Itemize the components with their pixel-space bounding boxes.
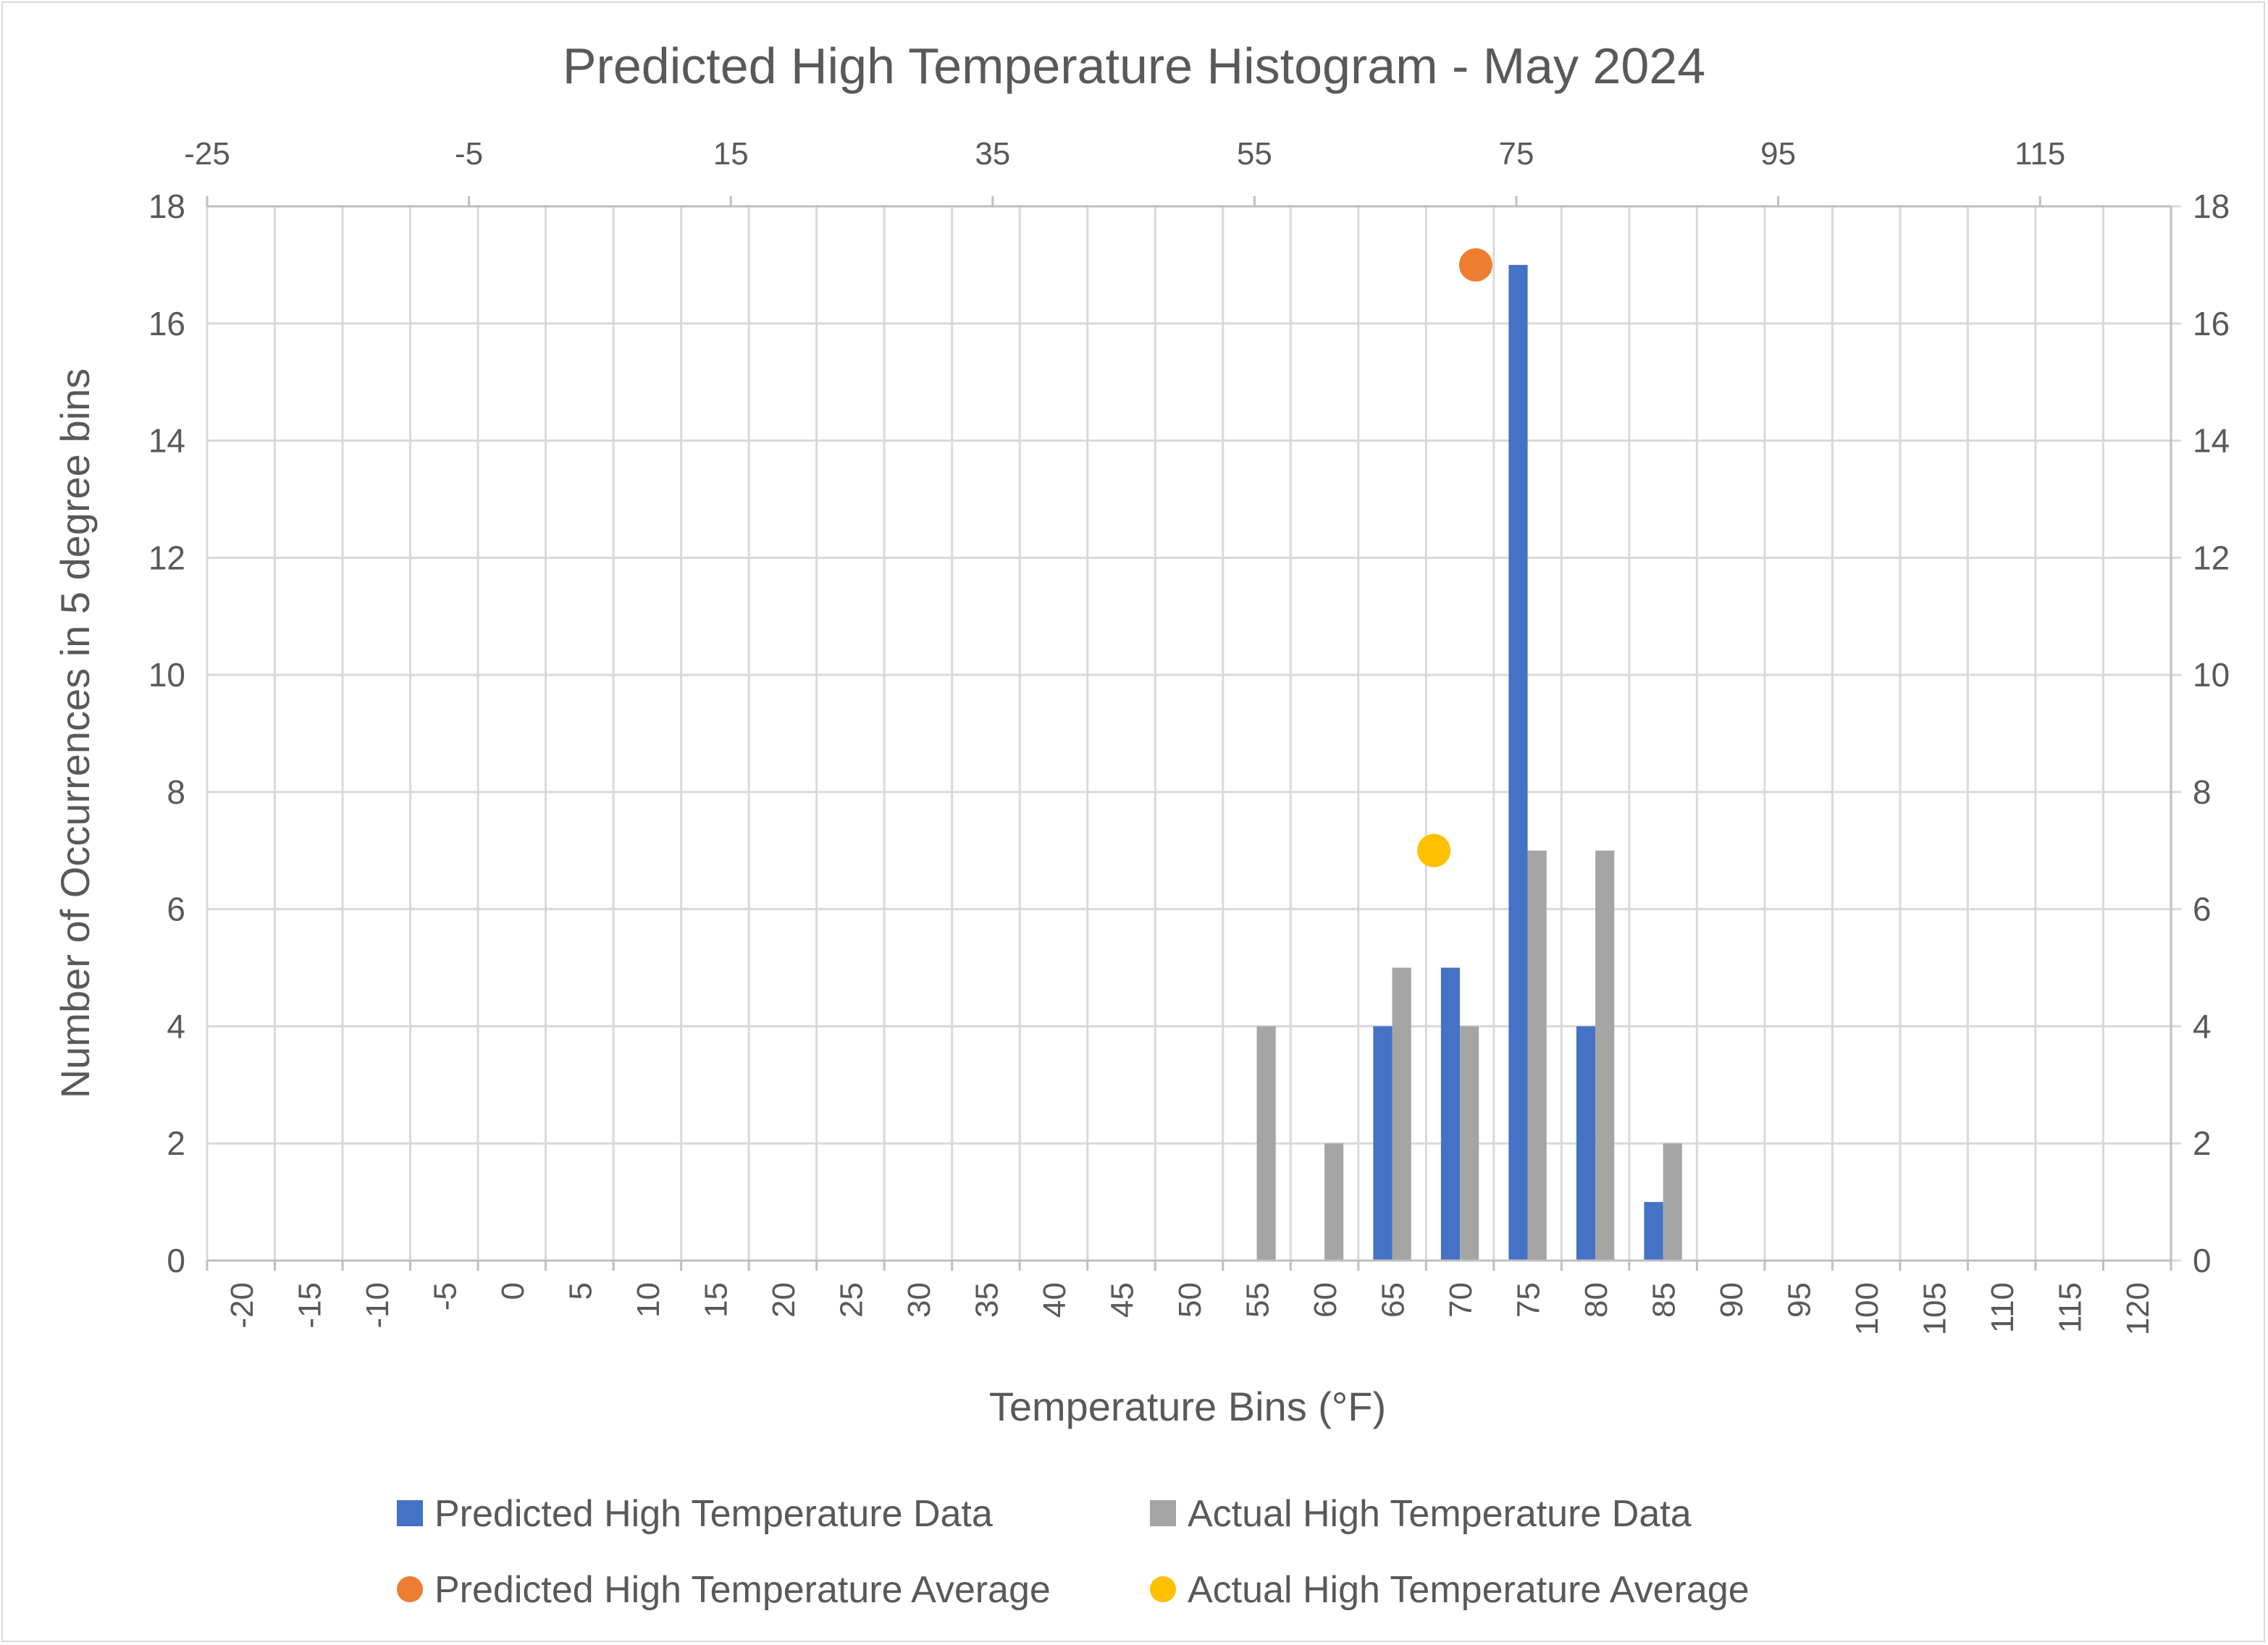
actual-bar (1256, 1026, 1276, 1261)
legend-label: Actual High Temperature Data (1188, 1493, 1692, 1535)
x-tick-label: 90 (1714, 1282, 1750, 1318)
x-tick-label: 45 (1104, 1282, 1140, 1318)
chart-title: Predicted High Temperature Histogram - M… (563, 38, 1705, 94)
legend-label: Actual High Temperature Average (1188, 1569, 1750, 1611)
predicted-bar (1508, 264, 1528, 1261)
x-tick-label: 15 (698, 1282, 734, 1318)
legend-swatch (1150, 1500, 1176, 1526)
x-tick-label: -15 (292, 1282, 327, 1329)
y-tick-label: 2 (167, 1124, 185, 1162)
x-tick-label: 0 (495, 1282, 531, 1300)
y2-tick-label: 10 (2193, 656, 2230, 694)
x2-tick-label: 95 (1760, 136, 1796, 172)
x-tick-label: 25 (833, 1282, 869, 1318)
actual-average-point (1417, 833, 1451, 867)
x-tick-label: 65 (1376, 1282, 1411, 1318)
x2-tick-label: -25 (184, 136, 230, 172)
average-points (1417, 248, 1492, 867)
x2-tick-label: 15 (713, 136, 749, 172)
y-tick-label: 16 (148, 305, 185, 342)
y2-tick-label: 16 (2193, 305, 2230, 342)
actual-bar (1460, 1026, 1479, 1261)
legend-marker (397, 1576, 423, 1602)
x-tick-label: 75 (1511, 1282, 1547, 1318)
predicted-average-point (1458, 248, 1492, 282)
y2-tick-label: 12 (2193, 539, 2230, 576)
gridlines (206, 205, 2172, 1262)
y-tick-label: 6 (167, 891, 185, 928)
bars (1256, 264, 1682, 1261)
predicted-bar (1440, 967, 1461, 1261)
y-tick-label: 10 (148, 656, 185, 694)
x2-tick-label: 55 (1237, 136, 1272, 172)
predicted-bar (1576, 1026, 1596, 1261)
x-tick-label: -10 (360, 1282, 395, 1329)
legend-marker (1150, 1576, 1176, 1602)
legend: Predicted High Temperature Data Actual Hi… (397, 1493, 1750, 1611)
predicted-bar (1644, 1202, 1663, 1261)
x2-tick-label: 35 (975, 136, 1010, 172)
actual-bar (1527, 850, 1547, 1261)
actual-bar (1663, 1143, 1682, 1261)
x-tick-label: 10 (631, 1282, 666, 1318)
y-tick-label: 8 (167, 773, 185, 811)
actual-bar (1324, 1143, 1344, 1261)
y2-tick-label: 2 (2193, 1124, 2212, 1162)
x2-tick-label: 115 (2015, 136, 2065, 172)
x-tick-label: -5 (427, 1282, 463, 1310)
y2-tick-label: 6 (2193, 891, 2212, 928)
y2-tick-label: 0 (2193, 1242, 2212, 1279)
x-tick-label: 30 (902, 1282, 937, 1318)
y2-tick-label: 18 (2193, 188, 2230, 225)
x-tick-label: 80 (1579, 1282, 1614, 1318)
x-tick-label: 95 (1782, 1282, 1818, 1318)
x-tick-label: 55 (1240, 1282, 1276, 1318)
y2-tick-label: 8 (2193, 773, 2212, 811)
x-tick-label: 35 (969, 1282, 1004, 1318)
x-tick-label: 120 (2120, 1282, 2156, 1335)
x-tick-label: 20 (766, 1282, 802, 1318)
legend-label: Predicted High Temperature Average (434, 1569, 1051, 1611)
x-tick-label: 5 (563, 1282, 598, 1300)
x-axis-title: Temperature Bins (°F) (989, 1384, 1386, 1429)
y-tick-label: 0 (167, 1242, 185, 1279)
x-tick-label: 40 (1037, 1282, 1072, 1318)
y-tick-label: 12 (148, 539, 185, 576)
x-tick-label: 110 (1985, 1282, 2020, 1333)
x-tick-label: 50 (1172, 1282, 1208, 1318)
x-tick-label: 70 (1443, 1282, 1479, 1318)
legend-label: Predicted High Temperature Data (434, 1493, 993, 1535)
y-axis-title: Number of Occurrences in 5 degree bins (52, 369, 98, 1099)
y-tick-label: 14 (148, 422, 185, 460)
y-tick-label: 4 (167, 1007, 185, 1045)
x-tick-label: 105 (1918, 1282, 1953, 1335)
legend-swatch (397, 1500, 423, 1526)
predicted-bar (1373, 1026, 1393, 1261)
x-tick-label: 115 (2053, 1282, 2088, 1333)
y2-tick-label: 14 (2193, 422, 2230, 460)
x2-tick-label: 75 (1499, 136, 1534, 172)
axes: 0 2 4 6 8 10 12 14 16 18 0 2 4 6 8 10 12 14 16 18 -20 -15 -10 -… (148, 136, 2230, 1335)
actual-bar (1392, 967, 1411, 1261)
x-tick-label: 60 (1308, 1282, 1343, 1318)
x-tick-label: 100 (1849, 1282, 1885, 1335)
x2-tick-label: -5 (455, 136, 483, 172)
actual-bar (1595, 850, 1615, 1261)
x-tick-label: 85 (1647, 1282, 1682, 1318)
y2-tick-label: 4 (2193, 1007, 2212, 1045)
y-tick-label: 18 (148, 188, 185, 225)
x-tick-label: -20 (224, 1282, 260, 1329)
